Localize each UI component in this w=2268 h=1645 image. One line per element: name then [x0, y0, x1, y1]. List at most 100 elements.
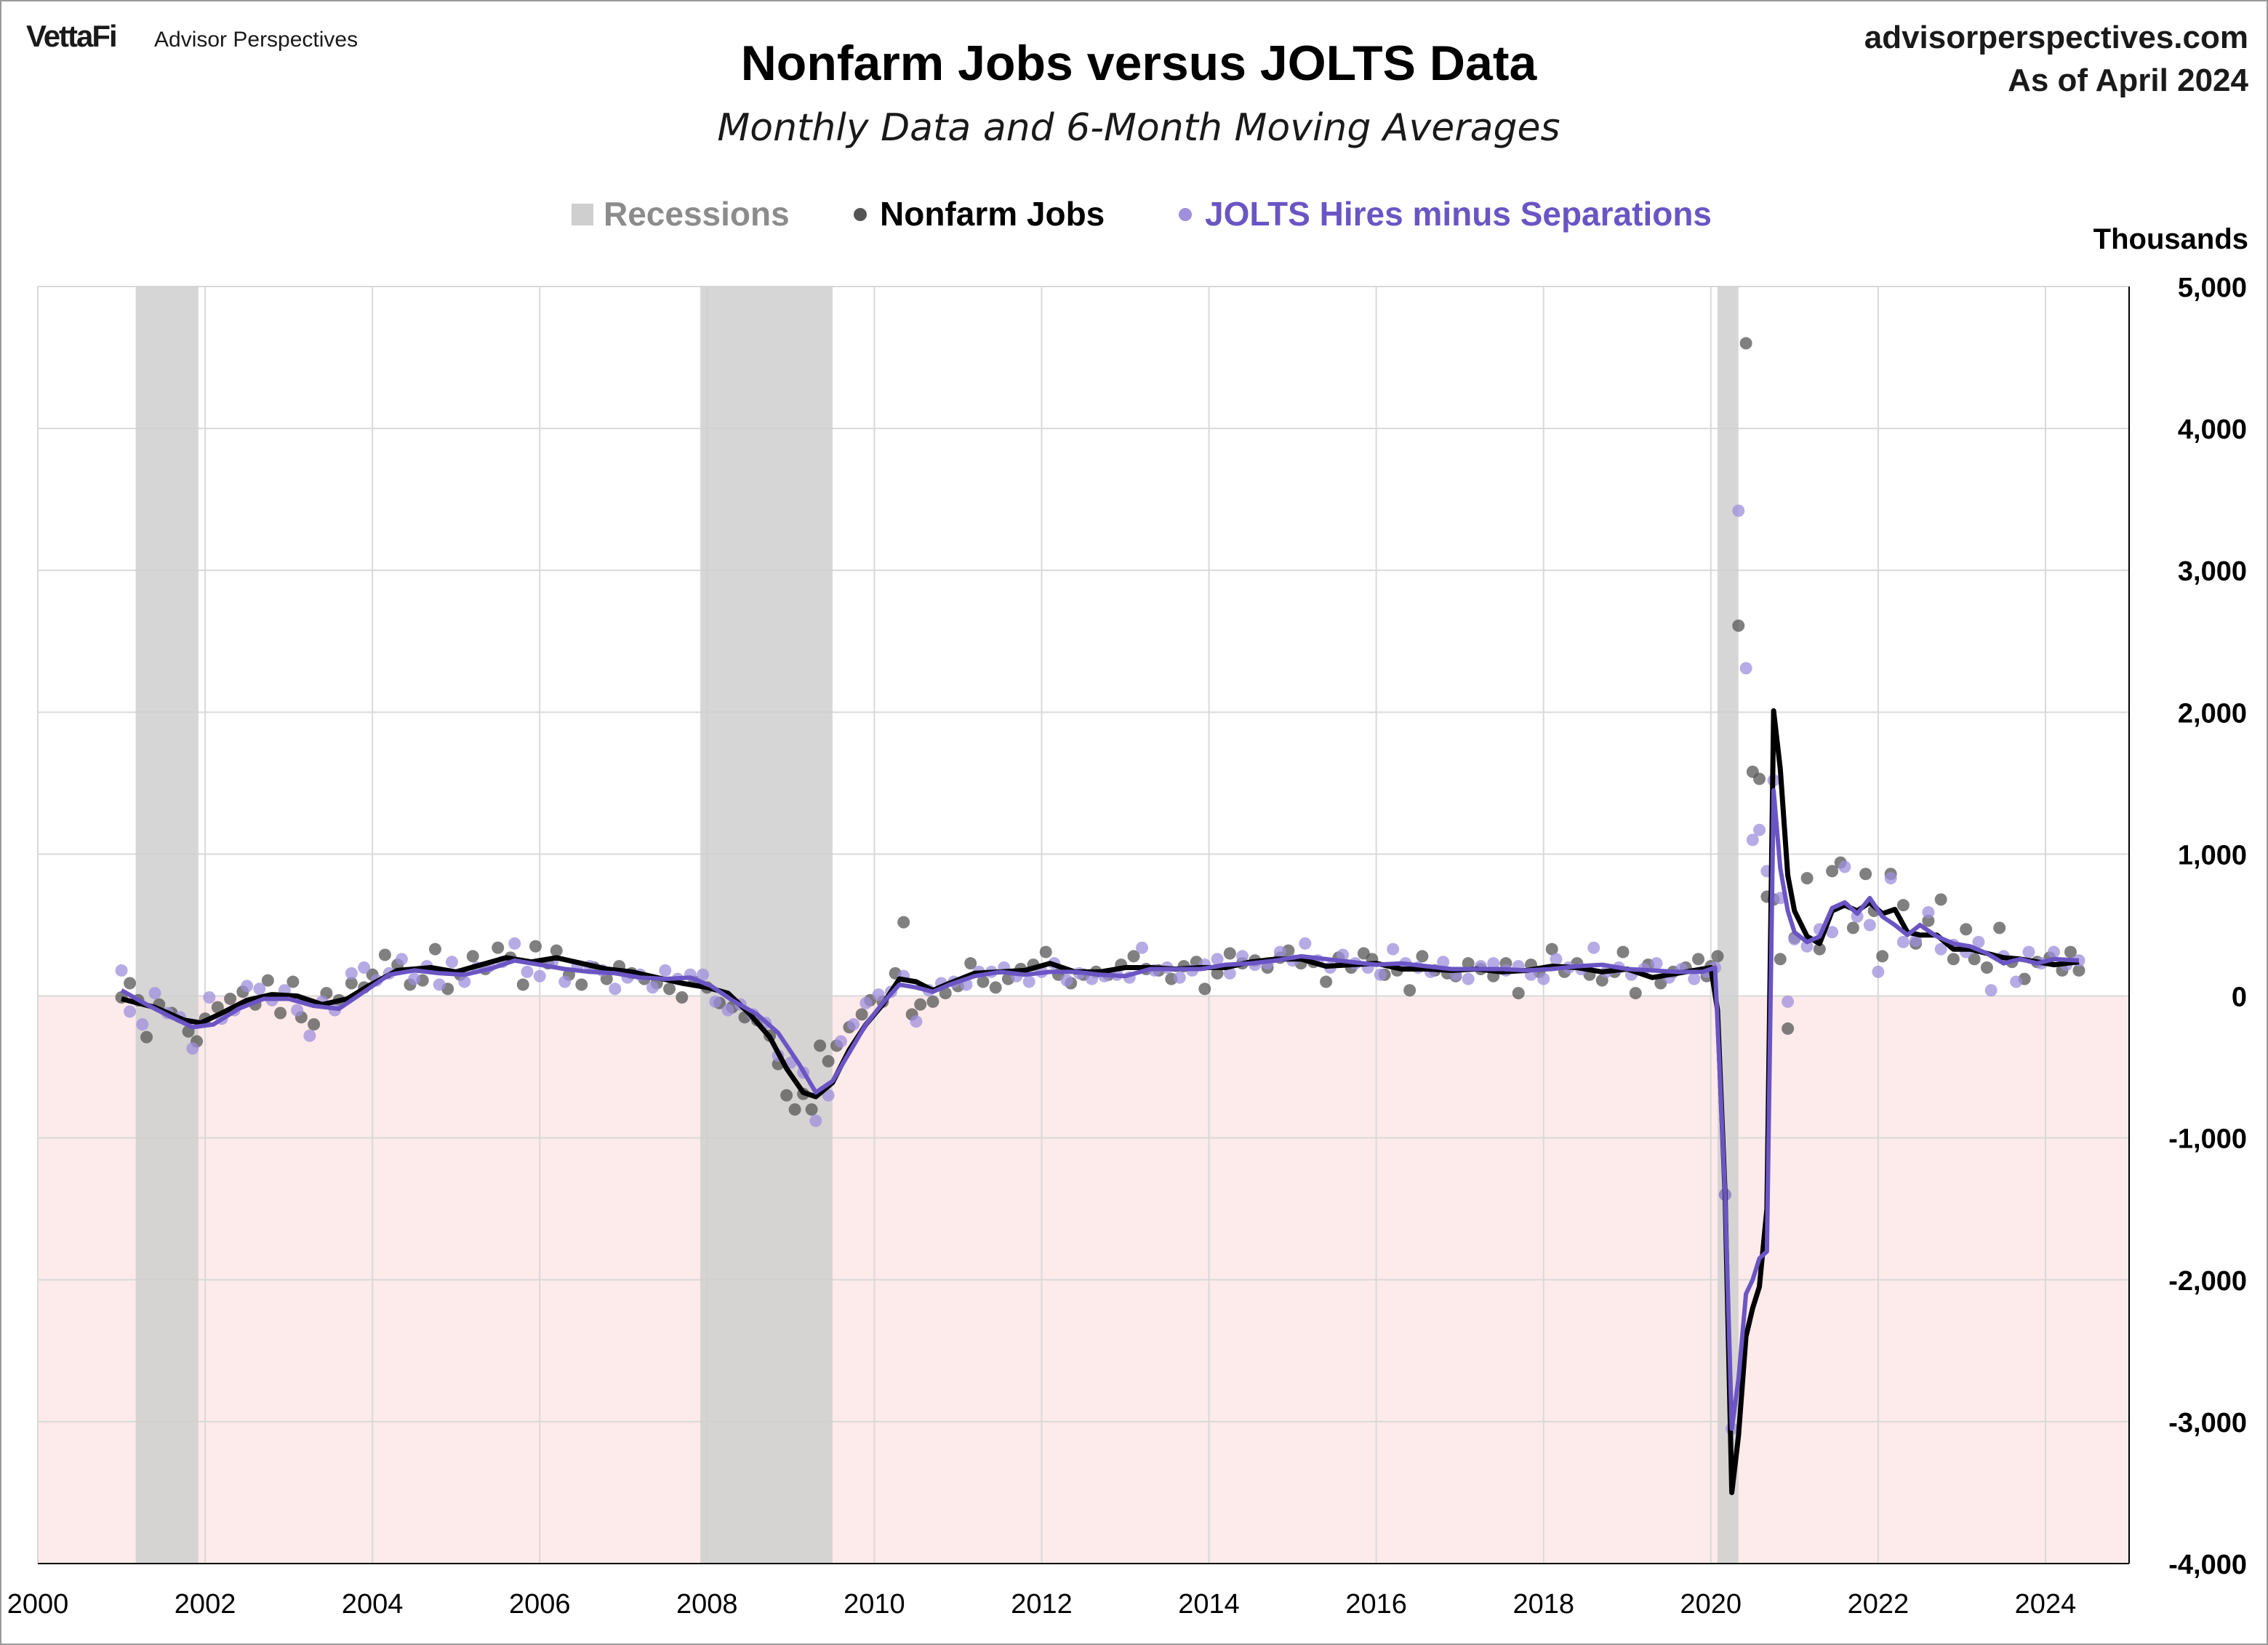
- nonfarm-point: [140, 1030, 153, 1044]
- jolts-point: [395, 953, 408, 966]
- nonfarm-point: [224, 992, 237, 1005]
- jolts-point: [1910, 934, 1923, 947]
- jolts-point: [433, 978, 446, 991]
- jolts-point: [822, 1089, 835, 1102]
- jolts-point: [2022, 945, 2035, 958]
- jolts-point: [1746, 833, 1759, 846]
- nonfarm-point: [1774, 953, 1787, 966]
- nonfarm-point: [1403, 984, 1417, 997]
- nonfarm-point: [575, 978, 588, 991]
- nonfarm-point: [1320, 975, 1333, 988]
- jolts-point: [1800, 940, 1814, 953]
- brand-name: Advisor Perspectives: [154, 28, 358, 52]
- jolts-point: [847, 1018, 860, 1031]
- jolts-point: [521, 965, 534, 978]
- x-tick-label: 2008: [676, 1589, 738, 1620]
- jolts-point: [124, 1005, 137, 1018]
- jolts-point: [1838, 860, 1851, 873]
- nonfarm-point: [1896, 899, 1910, 912]
- nonfarm-point: [466, 950, 479, 963]
- site-url: advisorperspectives.com: [1864, 20, 2248, 55]
- nonfarm-point: [1732, 619, 1745, 632]
- jolts-point: [345, 966, 358, 980]
- jolts-point: [1060, 974, 1073, 987]
- x-tick-label: 2002: [175, 1589, 236, 1620]
- x-tick-label: 2000: [7, 1589, 69, 1620]
- jolts-point: [646, 981, 660, 994]
- jolts-point: [1236, 950, 1249, 963]
- nonfarm-point: [345, 977, 358, 990]
- jolts-point: [203, 991, 216, 1004]
- legend-jolts-marker: [1179, 208, 1192, 221]
- nonfarm-point: [805, 1103, 818, 1116]
- nonfarm-point: [1711, 950, 1724, 963]
- x-tick-label: 2012: [1011, 1589, 1073, 1620]
- jolts-point: [558, 975, 572, 988]
- jolts-point: [408, 972, 421, 985]
- jolts-point: [709, 995, 722, 1008]
- nonfarm-point: [261, 974, 274, 987]
- jolts-point: [1922, 905, 1935, 918]
- x-tick-label: 2024: [2015, 1589, 2077, 1620]
- jolts-point: [533, 969, 546, 982]
- vettafi-logo: VettaFi: [26, 19, 116, 53]
- nonfarm-point: [989, 981, 1002, 994]
- recession-band: [700, 287, 833, 1564]
- jolts-point: [1896, 935, 1910, 948]
- jolts-point: [721, 1004, 734, 1017]
- y-tick-label: -2,000: [2168, 1266, 2247, 1297]
- jolts-point: [136, 1018, 149, 1031]
- x-tick-label: 2018: [1512, 1589, 1574, 1620]
- legend-nonfarm-marker: [854, 208, 867, 221]
- nonfarm-point: [1826, 865, 1839, 878]
- nonfarm-point: [378, 948, 391, 961]
- nonfarm-point: [550, 944, 563, 957]
- nonfarm-point: [1859, 868, 1872, 881]
- nonfarm-point: [1223, 947, 1236, 960]
- jolts-point: [1688, 972, 1701, 985]
- nonfarm-point: [964, 957, 977, 970]
- nonfarm-point: [855, 1008, 868, 1021]
- nonfarm-point: [1039, 945, 1052, 958]
- jolts-point: [358, 961, 371, 974]
- jolts-point: [1587, 941, 1600, 954]
- jolts-point: [1782, 995, 1795, 1008]
- jolts-point: [1136, 941, 1149, 954]
- nonfarm-point: [1211, 966, 1224, 980]
- as-of-date: As of April 2024: [2008, 63, 2248, 98]
- nonfarm-point: [2072, 964, 2085, 977]
- jolts-point: [2047, 945, 2060, 958]
- jolts-point: [1872, 965, 1885, 978]
- x-tick-label: 2006: [509, 1589, 571, 1620]
- nonfarm-point: [1629, 987, 1642, 1000]
- jolts-point: [1826, 926, 1839, 939]
- jolts-point: [1739, 662, 1752, 675]
- jolts-point: [303, 1029, 316, 1042]
- jolts-point: [1374, 968, 1387, 981]
- jolts-point: [1462, 972, 1475, 985]
- nonfarm-point: [1947, 953, 1960, 966]
- jolts-point: [1732, 504, 1745, 517]
- nonfarm-point: [1980, 961, 1993, 974]
- nonfarm-point: [1416, 950, 1429, 963]
- jolts-point: [872, 988, 885, 1001]
- nonfarm-point: [1813, 942, 1826, 956]
- recession-band: [135, 287, 199, 1564]
- x-tick-label: 2014: [1178, 1589, 1240, 1620]
- nonfarm-point: [492, 941, 505, 954]
- nonfarm-point: [428, 942, 441, 956]
- nonfarm-point: [211, 1001, 224, 1014]
- nonfarm-point: [1545, 942, 1558, 956]
- jolts-point: [1537, 972, 1550, 985]
- nonfarm-point: [977, 975, 990, 988]
- nonfarm-point: [1922, 914, 1935, 927]
- jolts-point: [1299, 937, 1312, 950]
- jolts-point: [1337, 948, 1350, 961]
- jolts-point: [1934, 942, 1947, 956]
- y-tick-label: 3,000: [2178, 556, 2247, 587]
- y-tick-label: -3,000: [2168, 1408, 2247, 1438]
- jolts-point: [859, 996, 873, 1009]
- jolts-point: [1022, 975, 1035, 988]
- jolts-point: [1753, 823, 1766, 836]
